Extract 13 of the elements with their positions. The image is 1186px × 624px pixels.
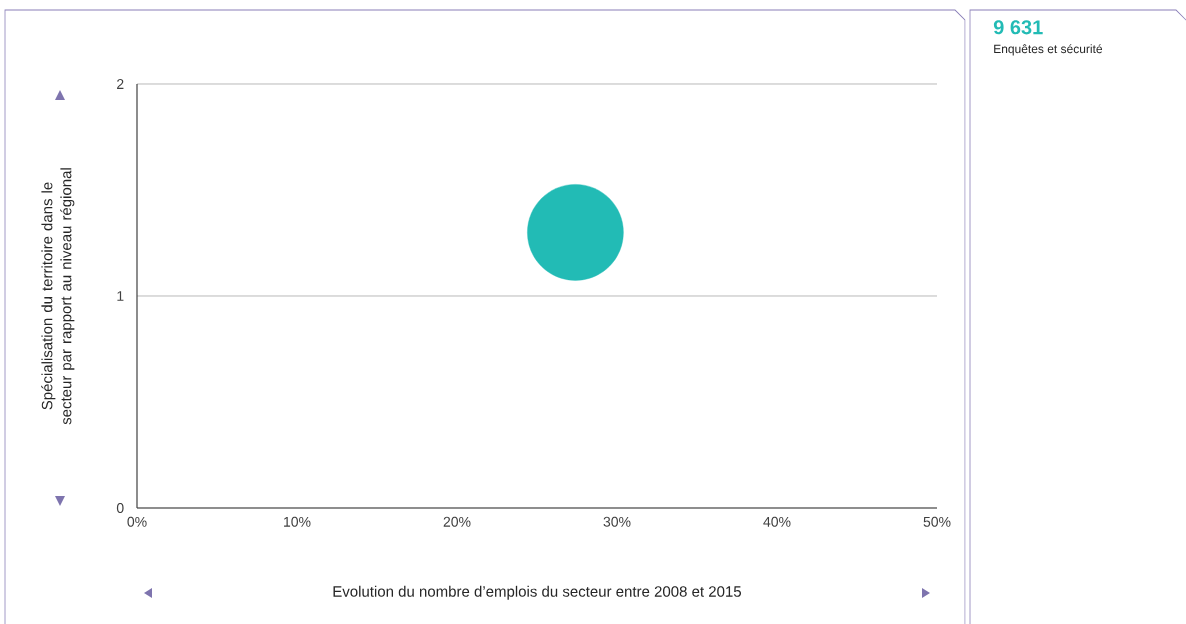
y-tick-label: 0: [116, 503, 124, 513]
y-tick-label: 1: [117, 291, 124, 301]
x-tick-label: 30%: [603, 516, 631, 527]
x-axis-title: Evolution du nombre d’emplois du secteur entre 2008 et 2015: [333, 585, 742, 600]
x-tick-label: 40%: [763, 516, 791, 527]
y-axis-title: Spécialisation du territoire dans le secteur par rapport au niveau régional: [41, 168, 75, 425]
x-tick-label: 10%: [284, 516, 311, 527]
x-tick-label: 0%: [127, 516, 147, 527]
text: Enquêtes et sécurité: [994, 44, 1103, 56]
text: 9 631: [993, 20, 1043, 35]
y-tick-label: 2: [117, 79, 124, 89]
x-tick-label: 50%: [923, 516, 951, 527]
x-tick-label: 20%: [443, 516, 471, 527]
